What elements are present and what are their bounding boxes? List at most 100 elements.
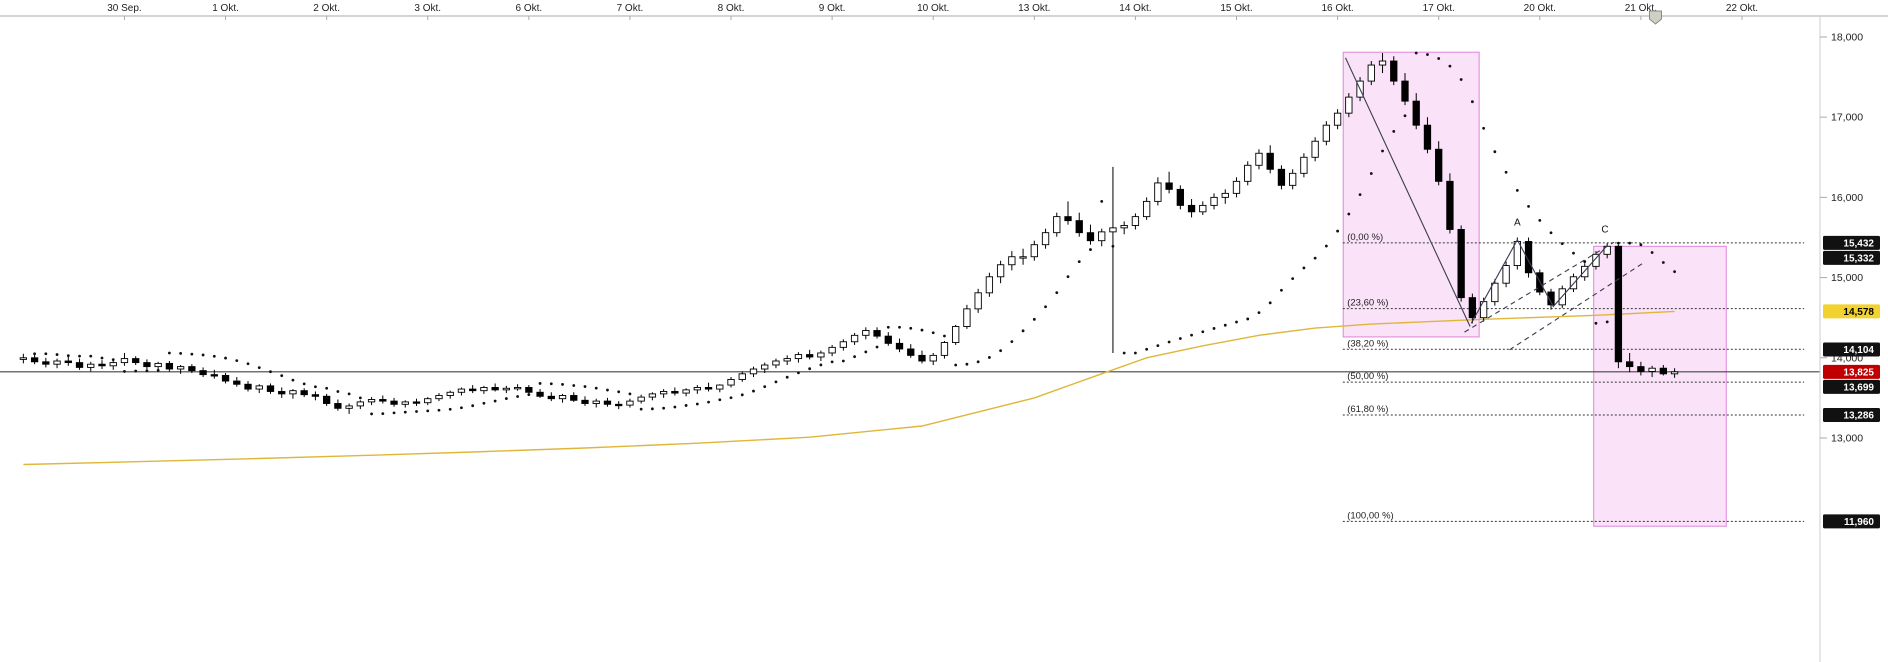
candle bbox=[1659, 365, 1667, 376]
sar-dot bbox=[1527, 204, 1530, 208]
price-scale-label: 15,000 bbox=[1831, 272, 1863, 284]
time-axis-marker[interactable] bbox=[1648, 10, 1662, 25]
sar-dot bbox=[606, 388, 609, 392]
date-label: 22 Okt. bbox=[1726, 3, 1758, 14]
candle bbox=[761, 362, 769, 374]
price-tag-text: 14,104 bbox=[1843, 345, 1874, 356]
sar-dot bbox=[358, 396, 362, 400]
trendline-impulse-line[interactable] bbox=[1345, 57, 1471, 327]
sar-dot bbox=[426, 409, 430, 413]
date-label: 30 Sep. bbox=[107, 3, 141, 14]
candle bbox=[199, 367, 207, 378]
trendline-abc-zigzag[interactable] bbox=[1470, 238, 1608, 324]
sar-dot bbox=[212, 354, 216, 358]
price-tag-11960: 11,960 bbox=[1823, 514, 1880, 529]
candle bbox=[918, 350, 926, 364]
sar-dot bbox=[561, 383, 564, 386]
sar-dot bbox=[1336, 229, 1339, 233]
candle bbox=[592, 398, 600, 408]
price-tag-text: 13,825 bbox=[1843, 367, 1874, 378]
candle bbox=[974, 288, 982, 313]
candle bbox=[1648, 365, 1656, 378]
trendline-channel-upper[interactable] bbox=[1464, 241, 1615, 333]
candle bbox=[1435, 141, 1443, 186]
candle bbox=[1266, 145, 1274, 174]
sar-dot bbox=[1100, 199, 1104, 203]
trendlines[interactable]: AC bbox=[1345, 57, 1644, 351]
candle bbox=[143, 359, 151, 370]
price-scale-label: 18,000 bbox=[1831, 31, 1863, 43]
moving-average-line[interactable] bbox=[23, 310, 1675, 466]
date-label: 20 Okt. bbox=[1524, 3, 1556, 14]
candle bbox=[75, 358, 84, 370]
candle bbox=[704, 382, 713, 392]
sar-dot bbox=[1470, 100, 1474, 104]
sar-dot bbox=[1010, 340, 1014, 344]
price-tag-text: 11,960 bbox=[1844, 517, 1874, 528]
sar-dot bbox=[1661, 261, 1665, 264]
sar-dot bbox=[841, 359, 845, 363]
candle bbox=[98, 360, 106, 370]
sar-dot bbox=[875, 345, 879, 349]
candle bbox=[738, 371, 746, 382]
sar-dot bbox=[1493, 150, 1497, 154]
candle bbox=[783, 355, 791, 366]
sar-dot bbox=[1089, 248, 1092, 251]
candle bbox=[884, 332, 892, 346]
wave-label-a: A bbox=[1514, 217, 1521, 228]
candle bbox=[424, 397, 432, 406]
sar-dot bbox=[1313, 256, 1317, 260]
sar-dot bbox=[1673, 270, 1676, 274]
candle bbox=[1670, 368, 1679, 378]
sar-dot bbox=[1145, 347, 1149, 351]
sar-dot bbox=[1111, 244, 1115, 248]
candle bbox=[615, 401, 623, 410]
sar-dot bbox=[931, 331, 935, 335]
candle bbox=[53, 358, 61, 369]
sar-dot bbox=[1617, 241, 1620, 245]
sar-dot bbox=[403, 410, 407, 414]
sar-dot bbox=[830, 360, 834, 364]
candle bbox=[1086, 224, 1095, 245]
sar-dot bbox=[1369, 172, 1373, 175]
highlight-box-projection-zone[interactable] bbox=[1593, 245, 1727, 527]
candles bbox=[19, 53, 1679, 414]
sar-dot bbox=[235, 359, 239, 363]
candle bbox=[412, 398, 421, 406]
sar-dot bbox=[774, 380, 778, 384]
candle bbox=[1569, 273, 1578, 293]
sar-dot bbox=[370, 412, 373, 416]
candle bbox=[1592, 251, 1600, 270]
highlight-box-decline-zone[interactable] bbox=[1342, 51, 1480, 338]
candle bbox=[1008, 251, 1016, 271]
sar-dot bbox=[314, 385, 317, 389]
candle bbox=[749, 366, 758, 378]
candle bbox=[1547, 288, 1555, 310]
sar-dot bbox=[707, 400, 710, 404]
candle bbox=[132, 356, 140, 366]
sar-dot bbox=[190, 352, 194, 356]
candle bbox=[794, 352, 803, 363]
price-tag-text: 14,578 bbox=[1843, 307, 1874, 318]
sar-dot bbox=[740, 393, 744, 397]
sar-dot bbox=[1560, 242, 1564, 246]
candle bbox=[806, 349, 814, 360]
candle bbox=[42, 357, 50, 368]
candle bbox=[817, 350, 825, 361]
sar-dot bbox=[1268, 301, 1272, 305]
price-tag-15332: 15,332 bbox=[1823, 250, 1880, 265]
time-axis[interactable]: 30 Sep. 1 Okt. 2 Okt. 3 Okt. 6 Okt. 7 Okt. 8 O… bbox=[0, 3, 1888, 25]
candle bbox=[502, 385, 511, 394]
fib-retracement[interactable]: (0,00 %) (23,60 %) (38,20 %) (50,00 %) (61,8… bbox=[1342, 232, 1805, 522]
sar-dot bbox=[100, 356, 104, 360]
candle bbox=[1311, 137, 1319, 162]
candle bbox=[1221, 189, 1229, 204]
candle bbox=[895, 338, 904, 353]
candle bbox=[1210, 193, 1218, 210]
candle bbox=[940, 340, 949, 359]
sar-dot bbox=[684, 404, 688, 407]
candle bbox=[1053, 212, 1061, 237]
sar-dot bbox=[66, 354, 70, 358]
